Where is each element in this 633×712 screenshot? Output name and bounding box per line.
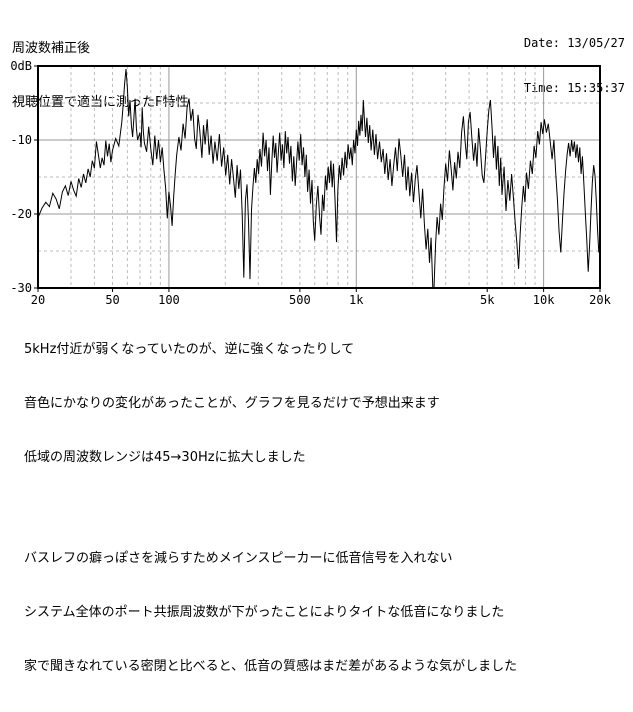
comment-line: 低域の周波数レンジは45→30Hzに拡大しました (24, 450, 306, 465)
x-axis-tick-label: 1k (349, 293, 364, 307)
x-axis-tick-label: 20k (589, 293, 611, 307)
x-axis-tick-label: 500 (289, 293, 311, 307)
datetime-stamp: Date: 13/05/27 Time: 15:35:37 (524, 6, 625, 111)
frequency-response-plot: 20 50 100 500 1k 5k 10k 20k 0dB -10 -20 -30 (10, 59, 611, 307)
comment-text: 5kHz付近が弱くなっていたのが、逆に強くなったりして 音色にかなりの変化があっ… (24, 305, 517, 712)
header-title-line1: 周波数補正後 (12, 41, 91, 56)
time-label: Time: 15:35:37 (523, 81, 625, 95)
comment-block-2: バスレフの癖っぽさを減らすためメインスピーカーに低音信号を入れない システム全体… (24, 514, 517, 712)
y-axis-tick-label: 0dB (10, 59, 32, 73)
y-axis-tick-label: -10 (10, 133, 32, 147)
x-axis-tick-label: 5k (480, 293, 495, 307)
date-label: Date: 13/05/27 (523, 36, 625, 50)
plot-border (37, 65, 601, 289)
comment-line: 5kHz付近が弱くなっていたのが、逆に強くなったりして (24, 342, 355, 357)
comment-line: 家で聞きなれている密閉と比べると、低音の質感はまだ差があるような気がしました (24, 659, 518, 674)
comment-line: システム全体のポート共振周波数が下がったことによりタイトな低音になりました (24, 605, 505, 620)
y-axis-tick-label: -20 (10, 207, 32, 221)
frequency-response-chart: 20 50 100 500 1k 5k 10k 20k 0dB -10 -20 -30 (0, 58, 633, 308)
measurement-app-screen: { "header": { "title_line1": "周波数補正後", "… (0, 6, 633, 674)
x-axis-tick-label: 10k (533, 293, 555, 307)
y-axis-tick-label: -30 (10, 281, 32, 295)
comment-block-1: 5kHz付近が弱くなっていたのが、逆に強くなったりして 音色にかなりの変化があっ… (24, 305, 517, 503)
x-axis-tick-label: 50 (105, 293, 119, 307)
response-curve (37, 68, 601, 289)
comment-line: 音色にかなりの変化があったことが、グラフを見るだけで予想出来ます (24, 396, 440, 411)
x-axis-tick-label: 20 (31, 293, 45, 307)
x-axis-tick-label: 100 (158, 293, 180, 307)
comment-line: バスレフの癖っぽさを減らすためメインスピーカーに低音信号を入れない (24, 551, 453, 566)
